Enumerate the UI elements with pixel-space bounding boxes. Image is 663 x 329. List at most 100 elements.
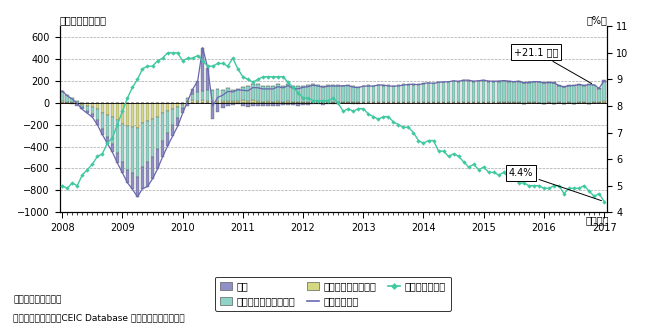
Bar bbox=[226, 88, 229, 101]
Bar bbox=[306, 102, 310, 103]
Bar bbox=[246, 87, 249, 101]
Bar bbox=[296, 86, 300, 102]
Bar bbox=[557, 102, 561, 103]
Text: （前月比、千人）: （前月比、千人） bbox=[60, 15, 107, 25]
Bar bbox=[276, 101, 280, 103]
Bar bbox=[351, 102, 355, 103]
Bar bbox=[427, 83, 430, 102]
Bar bbox=[502, 102, 505, 103]
Bar bbox=[367, 86, 370, 102]
Bar bbox=[322, 86, 325, 102]
Bar bbox=[141, 167, 145, 189]
Bar bbox=[70, 102, 74, 103]
Bar bbox=[121, 103, 124, 124]
Bar bbox=[105, 115, 109, 137]
Bar bbox=[547, 83, 551, 102]
Bar bbox=[402, 85, 405, 102]
Text: （年月）: （年月） bbox=[585, 215, 609, 225]
Bar bbox=[296, 102, 300, 103]
Bar bbox=[216, 89, 219, 101]
Bar bbox=[236, 89, 239, 101]
Bar bbox=[587, 103, 591, 104]
Bar bbox=[221, 90, 225, 101]
Bar bbox=[166, 111, 169, 133]
Bar bbox=[452, 102, 455, 103]
Bar bbox=[131, 127, 134, 173]
Bar bbox=[231, 103, 235, 105]
Bar bbox=[406, 102, 410, 103]
Bar bbox=[547, 102, 551, 103]
Bar bbox=[442, 82, 446, 102]
Bar bbox=[246, 103, 249, 107]
Bar bbox=[301, 103, 305, 105]
Bar bbox=[76, 103, 79, 104]
Bar bbox=[156, 149, 159, 169]
Bar bbox=[246, 101, 249, 103]
Bar bbox=[527, 102, 530, 103]
Bar bbox=[316, 85, 320, 102]
Bar bbox=[105, 103, 109, 115]
Bar bbox=[136, 103, 139, 128]
Bar bbox=[472, 82, 475, 102]
Bar bbox=[517, 102, 520, 103]
Bar bbox=[191, 100, 194, 103]
Bar bbox=[597, 88, 601, 89]
Bar bbox=[301, 86, 305, 102]
Bar bbox=[462, 81, 465, 102]
Bar bbox=[517, 81, 520, 82]
Bar bbox=[216, 103, 219, 112]
Bar bbox=[497, 81, 501, 82]
Bar bbox=[552, 103, 556, 104]
Bar bbox=[507, 81, 511, 82]
Bar bbox=[402, 102, 405, 103]
Bar bbox=[271, 103, 274, 106]
Bar bbox=[131, 103, 134, 127]
Bar bbox=[507, 82, 511, 102]
Bar bbox=[216, 101, 219, 103]
Bar bbox=[121, 124, 124, 162]
Bar bbox=[336, 85, 340, 102]
Bar bbox=[382, 86, 385, 102]
Bar bbox=[286, 103, 290, 105]
Bar bbox=[186, 103, 190, 106]
Bar bbox=[86, 103, 89, 106]
Bar bbox=[186, 98, 190, 101]
Bar bbox=[66, 102, 69, 103]
Bar bbox=[115, 103, 119, 120]
Text: +21.1 万人: +21.1 万人 bbox=[514, 47, 591, 84]
Bar bbox=[126, 169, 129, 183]
Bar bbox=[256, 101, 260, 103]
Bar bbox=[151, 157, 154, 179]
Bar bbox=[251, 103, 255, 106]
Bar bbox=[562, 87, 566, 103]
Bar bbox=[291, 102, 295, 103]
Bar bbox=[316, 102, 320, 103]
Bar bbox=[582, 102, 586, 103]
Bar bbox=[603, 81, 606, 82]
Bar bbox=[457, 82, 460, 102]
Bar bbox=[532, 82, 536, 102]
Bar bbox=[557, 86, 561, 102]
Bar bbox=[502, 81, 505, 102]
Bar bbox=[121, 162, 124, 173]
Bar bbox=[316, 103, 320, 104]
Bar bbox=[487, 82, 491, 102]
Bar bbox=[171, 103, 174, 109]
Bar bbox=[603, 82, 606, 101]
Bar bbox=[507, 102, 511, 103]
Bar bbox=[361, 86, 365, 102]
Bar bbox=[351, 103, 355, 104]
Bar bbox=[472, 81, 475, 82]
Bar bbox=[336, 103, 340, 104]
Bar bbox=[101, 113, 104, 129]
Bar bbox=[382, 102, 385, 103]
Bar bbox=[136, 128, 139, 177]
Bar bbox=[552, 82, 556, 83]
Text: 備考：季節調整値。: 備考：季節調整値。 bbox=[13, 295, 62, 304]
Bar bbox=[266, 103, 270, 106]
Bar bbox=[312, 103, 315, 104]
Bar bbox=[497, 82, 501, 102]
Bar bbox=[467, 81, 471, 102]
Bar bbox=[542, 103, 546, 104]
Bar bbox=[60, 91, 64, 92]
